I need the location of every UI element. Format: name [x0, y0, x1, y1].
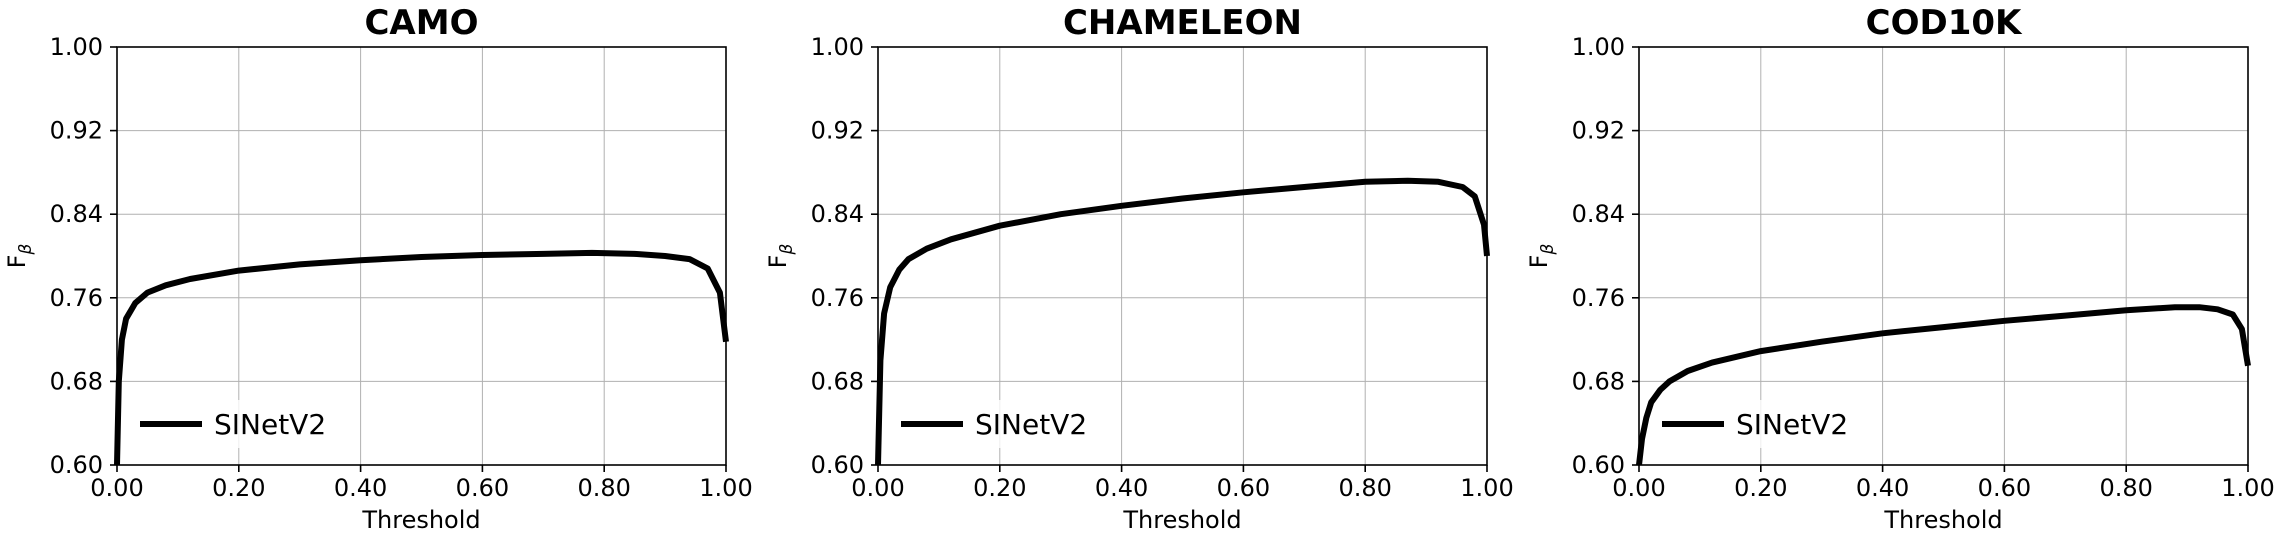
legend-label: SINetV2: [975, 408, 1087, 441]
y-tick-label: 0.60: [1572, 451, 1625, 479]
x-tick-label: 0.80: [577, 474, 630, 502]
x-axis-label: Threshold: [1122, 506, 1241, 534]
series-line-sinetv2: [1636, 304, 2251, 466]
x-tick-label: 0.60: [1978, 474, 2031, 502]
y-tick-label: 1.00: [50, 33, 103, 61]
y-axis-label-main: F: [1525, 255, 1553, 269]
x-tick-label: 0.60: [456, 474, 509, 502]
x-tick-label: 0.80: [1338, 474, 1391, 502]
x-tick-label: 0.00: [90, 474, 143, 502]
legend-label: SINetV2: [1736, 408, 1848, 441]
legend-label: SINetV2: [214, 408, 326, 441]
x-tick-label: 0.60: [1217, 474, 1270, 502]
x-axis-label: Threshold: [361, 506, 480, 534]
x-axis-label: Threshold: [1883, 506, 2002, 534]
y-tick-label: 1.00: [811, 33, 864, 61]
y-axis-label: Fβ: [3, 244, 36, 269]
y-axis-label: Fβ: [1525, 244, 1558, 269]
y-tick-label: 0.84: [50, 200, 103, 228]
y-axis-label-subscript: β: [1538, 244, 1558, 256]
y-axis-label-subscript: β: [16, 244, 36, 256]
plot-frame: [116, 46, 727, 466]
y-tick-label: 1.00: [1572, 33, 1625, 61]
chart-title: CHAMELEON: [1063, 3, 1302, 43]
y-tick-label: 0.68: [50, 367, 103, 395]
y-tick-label: 0.92: [811, 117, 864, 145]
y-axis-label-main: F: [3, 255, 31, 269]
x-tick-label: 0.40: [334, 474, 387, 502]
y-axis-label-subscript: β: [777, 244, 797, 256]
chart-panel-cod10k: 0.00 0.20 0.40 0.60 0.80 1.00 0.60 0.68 0.76 0.84…: [1525, 3, 2275, 534]
series-line-sinetv2: [114, 249, 729, 466]
x-tick-label: 1.00: [1460, 474, 1513, 502]
series-line-sinetv2: [875, 177, 1490, 466]
x-tick-label: 0.20: [212, 474, 265, 502]
y-tick-label: 0.60: [811, 451, 864, 479]
x-tick-label: 0.40: [1856, 474, 1909, 502]
x-tick-label: 0.00: [1612, 474, 1665, 502]
y-tick-label: 0.68: [1572, 367, 1625, 395]
x-tick-label: 0.40: [1095, 474, 1148, 502]
x-tick-label: 1.00: [2221, 474, 2274, 502]
chart-panel-camo: 0.00 0.20 0.40 0.60 0.80 1.00 0.60 0.68 0.76 0.84…: [3, 3, 753, 534]
y-tick-label: 0.60: [50, 451, 103, 479]
plot-frame: [1638, 46, 2249, 466]
y-axis-label: Fβ: [764, 244, 797, 269]
chart-panel-chameleon: 0.00 0.20 0.40 0.60 0.80 1.00 0.60 0.68 0.76 0.84…: [764, 3, 1514, 534]
y-tick-label: 0.84: [1572, 200, 1625, 228]
y-tick-label: 0.76: [50, 284, 103, 312]
y-tick-label: 0.84: [811, 200, 864, 228]
x-tick-label: 0.80: [2099, 474, 2152, 502]
y-tick-label: 0.68: [811, 367, 864, 395]
chart-title: COD10K: [1866, 3, 2023, 43]
x-tick-label: 0.20: [973, 474, 1026, 502]
y-tick-label: 0.76: [811, 284, 864, 312]
y-tick-label: 0.76: [1572, 284, 1625, 312]
x-tick-label: 0.00: [851, 474, 904, 502]
chart-title: CAMO: [364, 3, 478, 43]
x-tick-label: 1.00: [699, 474, 752, 502]
y-tick-label: 0.92: [50, 117, 103, 145]
y-tick-label: 0.92: [1572, 117, 1625, 145]
y-axis-label-main: F: [764, 255, 792, 269]
x-tick-label: 0.20: [1734, 474, 1787, 502]
